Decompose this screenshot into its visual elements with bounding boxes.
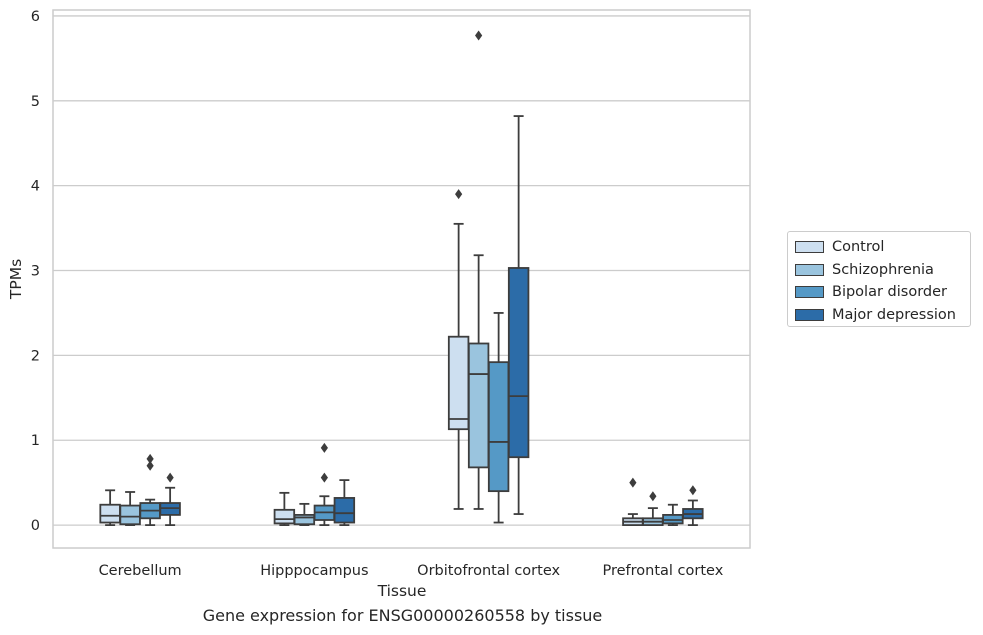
outlier-point (649, 491, 657, 502)
box-element (333, 479, 356, 526)
x-tick-label: Prefrontal cortex (602, 563, 723, 579)
box-element (642, 491, 664, 526)
outlier-point (146, 453, 154, 464)
box-element (139, 453, 161, 526)
box-iqr (487, 361, 510, 493)
box-element (507, 115, 530, 515)
grid-lines (53, 15, 750, 526)
y-tick-label: 4 (31, 179, 40, 195)
outlier-point (689, 485, 697, 496)
x-axis-label: Tissue (377, 582, 427, 600)
y-tick-labels: 0 1 2 3 4 5 6 (31, 9, 40, 534)
legend-swatch (795, 241, 824, 254)
legend: Control Schizophrenia Bipolar disorder Majo… (787, 231, 971, 327)
box-plot-series (99, 30, 704, 526)
legend-item: Major depression (792, 304, 970, 327)
box-iqr (447, 335, 470, 431)
legend-label: Control (832, 239, 885, 256)
box-element (293, 502, 316, 526)
box-iqr (507, 267, 530, 459)
box-iqr (273, 508, 296, 525)
box-element (313, 442, 336, 526)
outlier-point (475, 30, 483, 41)
y-tick-label: 1 (31, 433, 40, 449)
legend-item: Bipolar disorder (792, 281, 970, 304)
outlier-point (455, 189, 463, 200)
x-tick-label: Orbitofrontal cortex (417, 563, 560, 579)
legend-label: Major depression (832, 306, 956, 323)
box-element (119, 491, 141, 526)
box-element (467, 30, 490, 510)
box-element (622, 477, 644, 526)
box-element (159, 472, 181, 526)
box-iqr (99, 503, 121, 524)
y-tick-label: 0 (31, 518, 40, 534)
legend-label: Schizophrenia (832, 261, 934, 278)
x-tick-label: Cerebellum (99, 563, 182, 579)
y-tick-label: 2 (31, 348, 40, 364)
box-iqr (293, 514, 316, 526)
box-element (447, 189, 470, 510)
box-element (487, 312, 510, 524)
series-schizophrenia (119, 30, 664, 526)
legend-swatch (795, 286, 824, 299)
series-control (99, 189, 644, 526)
box-element (662, 503, 684, 526)
y-tick-label: 6 (31, 9, 40, 25)
x-tick-label: Hipppocampus (260, 563, 368, 579)
outlier-point (166, 472, 174, 483)
outlier-point (629, 477, 637, 488)
box-iqr (119, 504, 141, 526)
outlier-point (320, 472, 328, 483)
outlier-point (320, 442, 328, 453)
plot-area-frame (52, 9, 751, 549)
y-tick-label: 3 (31, 264, 40, 280)
legend-label: Bipolar disorder (832, 284, 947, 301)
y-tick-label: 5 (31, 94, 40, 110)
series-major-depression (159, 115, 704, 526)
chart-caption: Gene expression for ENSG00000260558 by t… (202, 606, 603, 625)
legend-swatch (795, 263, 824, 276)
outlier-point (146, 460, 154, 471)
box-element (682, 485, 704, 526)
box-element (99, 489, 121, 526)
legend-swatch (795, 308, 824, 321)
y-axis-label: TPMs (7, 259, 25, 300)
box-iqr (333, 497, 356, 524)
x-tick-labels: Cerebellum Hipppocampus Orbitofrontal cort… (99, 563, 724, 579)
legend-item: Schizophrenia (792, 259, 970, 282)
legend-item: Control (792, 236, 970, 259)
box-iqr (467, 342, 490, 469)
series-bipolar-disorder (139, 312, 684, 526)
box-element (273, 491, 296, 526)
